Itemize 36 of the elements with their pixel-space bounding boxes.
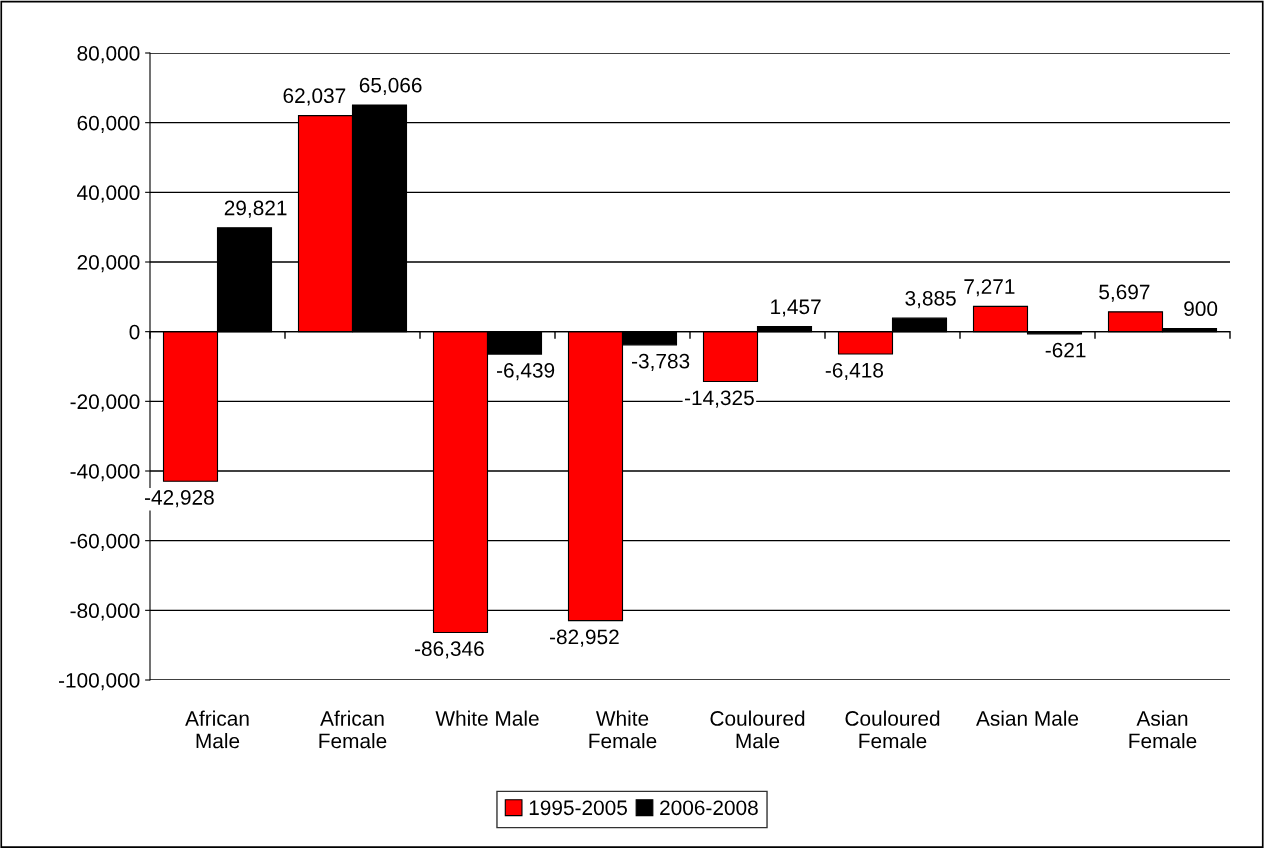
data-label: -6,418 <box>825 362 884 381</box>
y-tick-label: -60,000 <box>70 533 140 551</box>
y-tick-label: -80,000 <box>70 603 140 621</box>
legend-label: 2006-2008 <box>660 800 758 816</box>
x-tick-label: Asian Male <box>976 710 1079 726</box>
y-tick-label: 20,000 <box>77 255 140 273</box>
data-label: 65,066 <box>359 77 422 96</box>
legend-label: 1995-2005 <box>529 800 627 816</box>
data-label: 900 <box>1184 301 1218 317</box>
x-tick-label: Asian Female <box>1129 710 1197 749</box>
x-tick-label: Couloured Male <box>710 710 805 749</box>
y-tick-label: 40,000 <box>77 185 140 203</box>
y-tick-label: 0 <box>129 324 140 340</box>
x-tick-label: White Female <box>589 710 657 749</box>
data-label: -82,952 <box>549 629 619 647</box>
y-tick-label: -100,000 <box>58 673 140 691</box>
data-label: 5,697 <box>1099 284 1150 302</box>
y-tick-label: 60,000 <box>77 115 140 133</box>
data-label: -6,439 <box>497 362 555 381</box>
data-label: -42,928 <box>144 490 214 508</box>
data-label: 29,821 <box>224 200 287 218</box>
data-label: 1,457 <box>771 299 821 317</box>
data-label: -3,783 <box>632 353 690 371</box>
data-label: -621 <box>1045 342 1086 358</box>
data-label: 3,885 <box>905 290 956 309</box>
x-tick-label: African Male <box>185 710 249 749</box>
x-tick-label: Couloured Female <box>845 710 940 749</box>
y-tick-label: -20,000 <box>70 394 140 412</box>
data-label: 7,271 <box>964 279 1015 297</box>
y-tick-label: -40,000 <box>70 464 140 482</box>
data-label: -14,325 <box>684 390 754 408</box>
data-label: 62,037 <box>283 88 346 106</box>
x-tick-label: African Female <box>319 710 387 749</box>
x-tick-label: White Male <box>435 710 539 726</box>
data-label: -86,346 <box>414 641 484 659</box>
y-tick-label: 80,000 <box>77 46 140 64</box>
